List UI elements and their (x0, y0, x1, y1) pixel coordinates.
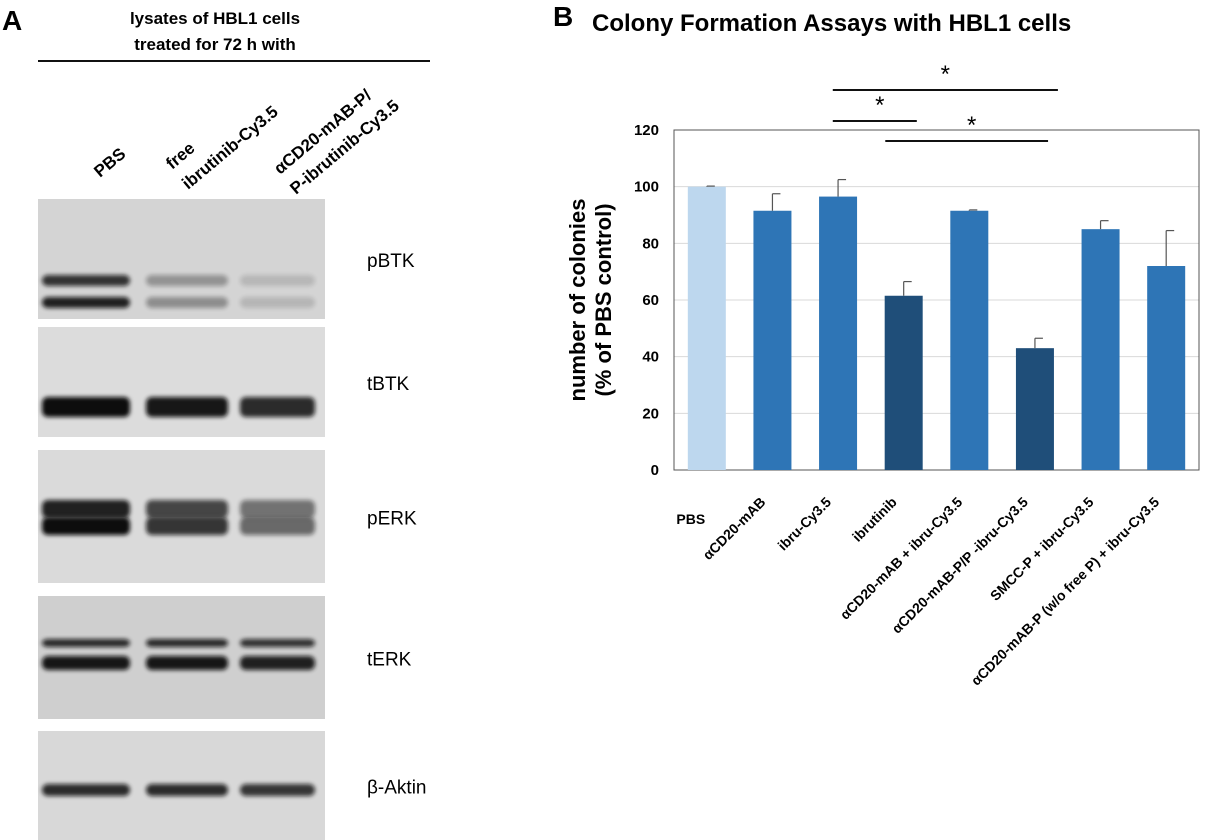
blot-band (42, 397, 130, 417)
blot-4: β-Aktin (38, 731, 427, 840)
y-tick-label: 0 (651, 462, 659, 479)
x-tick-label: αCD20-mAB (699, 494, 768, 563)
panel-a-letter: A (2, 5, 22, 36)
y-tick-label: 100 (634, 179, 659, 196)
blot-band (146, 397, 228, 417)
blot-band (146, 500, 228, 518)
blot-band (240, 500, 315, 518)
blot-band (42, 517, 130, 535)
significance-star: * (941, 61, 950, 88)
blot-band (146, 656, 228, 670)
panel-a-header-line2: treated for 72 h with (134, 35, 296, 54)
chart-title: Colony Formation Assays with HBL1 cells (592, 10, 1071, 37)
y-tick-label: 40 (642, 349, 659, 366)
blot-band (240, 275, 315, 286)
bar (1081, 229, 1120, 470)
blot-label: pERK (367, 509, 417, 530)
x-tick-label: ibru-Cy3.5 (774, 494, 834, 554)
y-axis-label: number of colonies (% of PBS control) (565, 199, 616, 402)
blot-band (240, 656, 315, 670)
y-tick-label: 60 (642, 292, 659, 309)
blot-band (146, 517, 228, 535)
blot-band (42, 500, 130, 518)
blot-band (42, 297, 130, 308)
bar (1015, 348, 1054, 470)
blot-label: tERK (367, 650, 412, 671)
bar (753, 210, 792, 470)
y-tick-label: 20 (642, 405, 659, 422)
x-tick-label: PBS (676, 511, 705, 527)
blot-band (42, 275, 130, 286)
bar (884, 295, 923, 470)
blot-1: tBTK (38, 327, 410, 437)
western-blots: pBTK tBTK pERK tERK β-Aktin (38, 199, 427, 840)
bar (950, 210, 989, 470)
blot-2: pERK (38, 450, 417, 583)
blot-3: tERK (38, 596, 412, 719)
blot-band (146, 639, 228, 647)
blot-membrane (38, 327, 325, 437)
blot-band (240, 297, 315, 308)
y-axis-label-line1: number of colonies (565, 199, 590, 402)
blot-label: β-Aktin (367, 778, 427, 799)
blot-band (42, 639, 130, 647)
blot-label: tBTK (367, 374, 410, 395)
blot-band (146, 784, 228, 796)
lane-label-free-line2: ibrutinib-Cy3.5 (178, 102, 281, 193)
x-tick-label: αCD20-mAB + ibru-Cy3.5 (837, 494, 966, 623)
y-tick-label: 80 (642, 235, 659, 252)
blot-band (240, 517, 315, 535)
lane-label-pbs: PBS (90, 144, 129, 181)
blot-0: pBTK (38, 199, 415, 319)
bar (819, 196, 858, 471)
panel-b: B Colony Formation Assays with HBL1 cell… (553, 1, 1200, 688)
panel-a: A lysates of HBL1 cells treated for 72 h… (2, 5, 430, 840)
blot-band (240, 639, 315, 647)
x-tick-label: ibrutinib (849, 494, 900, 545)
blot-band (42, 656, 130, 670)
plot-frame (673, 129, 1200, 471)
significance-star: * (967, 112, 976, 139)
bar (1147, 266, 1186, 470)
blot-band (146, 297, 228, 308)
y-tick-label: 120 (634, 122, 659, 139)
blot-band (42, 784, 130, 796)
blot-band (240, 397, 315, 417)
panel-b-letter: B (553, 1, 573, 32)
x-tick-label: αCD20-mAB-P/P -ibru-Cy3.5 (888, 494, 1031, 637)
blot-band (146, 275, 228, 286)
panel-a-header-line1: lysates of HBL1 cells (130, 9, 300, 28)
bar (687, 186, 726, 470)
significance-star: * (875, 92, 884, 119)
blot-band (240, 784, 315, 796)
y-axis-label-line2: (% of PBS control) (591, 203, 616, 396)
blot-label: pBTK (367, 251, 415, 272)
